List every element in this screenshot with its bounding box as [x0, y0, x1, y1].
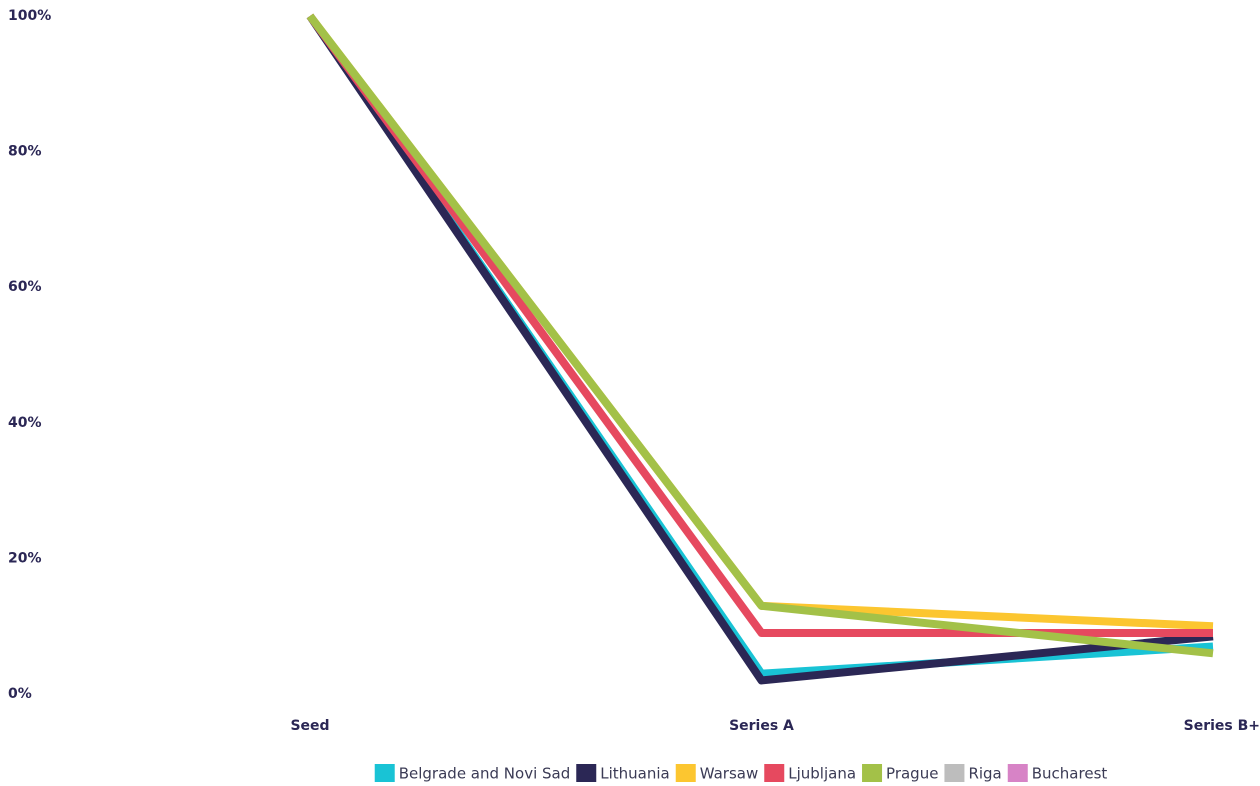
x-tick-label: Series A — [729, 718, 794, 734]
legend-label: Lithuania — [600, 765, 669, 783]
legend-swatch — [1007, 764, 1028, 782]
y-tick-label: 20% — [8, 550, 42, 566]
legend-swatch — [862, 764, 883, 782]
legend-swatch — [576, 764, 597, 782]
legend-swatch — [764, 764, 785, 782]
legend-label: Riga — [968, 765, 1001, 783]
legend-swatch — [944, 764, 965, 782]
series-line — [306, 13, 1213, 637]
legend-label: Ljubljana — [788, 765, 856, 783]
x-tick-label: Series B+ — [1184, 718, 1260, 734]
legend: Belgrade and Novi Sad Lithuania Warsaw Ljub… — [374, 764, 1108, 783]
y-tick-label: 80% — [8, 144, 42, 160]
y-tick-label: 100% — [8, 8, 51, 24]
y-tick-label: 0% — [8, 686, 32, 702]
x-tick-label: Seed — [290, 718, 329, 734]
series-line — [306, 13, 1214, 678]
y-tick-label: 40% — [8, 415, 42, 431]
series-line — [306, 13, 1214, 658]
series-line — [306, 13, 1214, 685]
legend-swatch — [675, 764, 696, 782]
y-tick-label: 60% — [8, 279, 42, 295]
series-line — [306, 13, 1214, 631]
legend-swatch — [374, 764, 395, 782]
legend-label: Prague — [886, 765, 938, 783]
legend-label: Belgrade and Novi Sad — [399, 765, 571, 783]
legend-label: Bucharest — [1032, 765, 1108, 783]
legend-label: Warsaw — [700, 765, 759, 783]
